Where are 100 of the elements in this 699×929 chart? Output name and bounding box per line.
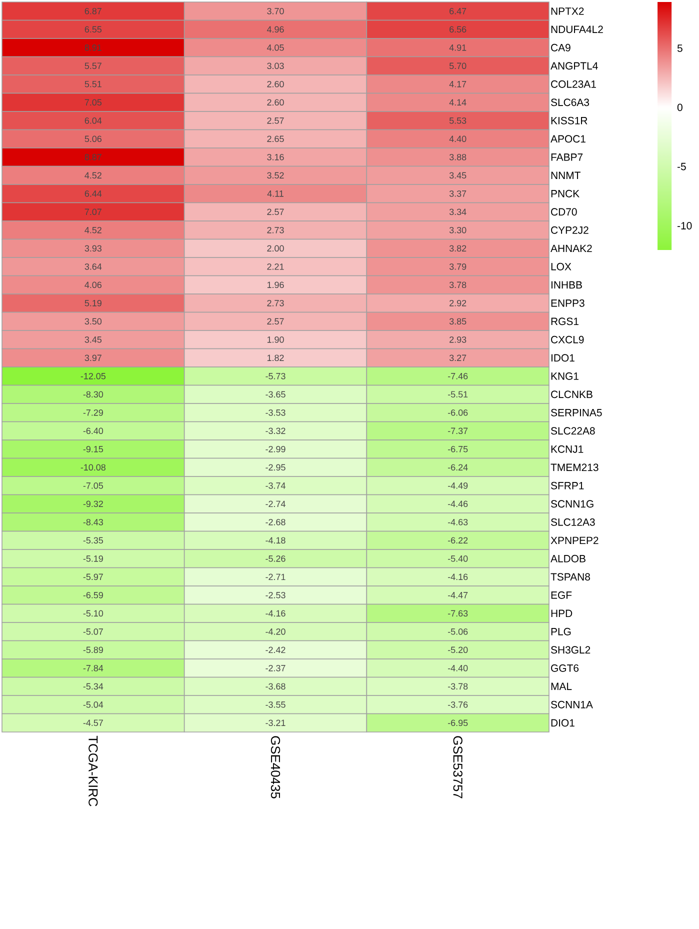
data-label: -12.05	[80, 372, 106, 380]
data-label: -5.20	[448, 646, 468, 654]
data-label: -3.74	[266, 482, 286, 489]
y-tick-label: KNG1	[551, 372, 578, 380]
data-label: 4.52	[84, 226, 102, 234]
y-tick-label: ANGPTL4	[550, 62, 598, 70]
data-label: -5.19	[83, 555, 103, 562]
data-label: -4.40	[448, 664, 468, 672]
data-label: 3.45	[84, 336, 102, 343]
data-label: -5.26	[266, 555, 286, 562]
y-tick-label: HPD	[551, 610, 572, 617]
y-tick-label: DIO1	[551, 719, 574, 727]
y-tick-label: CD70	[551, 208, 577, 216]
data-label: 3.88	[449, 154, 466, 160]
data-label: 4.11	[267, 190, 284, 197]
data-label: -2.53	[266, 592, 286, 598]
y-tick-label: SH3GL2	[550, 646, 590, 654]
data-label: -5.51	[448, 391, 468, 398]
y-tick-label: TSPAN8	[550, 573, 590, 581]
data-label: -4.16	[448, 574, 468, 580]
data-label: 1.96	[267, 282, 284, 288]
data-label: 2.60	[267, 99, 284, 106]
y-tick-label: RGS1	[551, 318, 578, 326]
y-tick-label: APOC1	[550, 135, 586, 143]
color-bar-label: -5	[678, 162, 686, 170]
data-label: 3.30	[449, 226, 466, 234]
data-label: 3.52	[267, 172, 284, 179]
y-tick-label: PNCK	[551, 190, 580, 198]
data-label: 3.97	[84, 354, 102, 362]
data-label: -10.08	[80, 464, 106, 471]
data-label: 2.57	[267, 318, 284, 325]
data-label: 2.21	[267, 263, 284, 270]
data-label: -3.55	[266, 701, 286, 708]
y-tick-label: IDO1	[551, 354, 574, 362]
data-label: -4.47	[448, 592, 468, 598]
y-tick-label: ALDOB	[550, 554, 586, 562]
data-label: 3.93	[84, 245, 102, 252]
data-label: 4.40	[449, 136, 466, 142]
data-label: -4.49	[448, 482, 468, 489]
y-tick-label: EGF	[551, 591, 572, 599]
data-label: -5.06	[448, 628, 468, 635]
data-label: 3.03	[267, 62, 284, 70]
data-label: 3.78	[449, 282, 466, 288]
data-label: -3.32	[266, 428, 286, 434]
data-label: -2.68	[266, 518, 286, 526]
y-tick-label: CA9	[551, 44, 570, 52]
y-tick-label: SCNN1A	[550, 700, 593, 708]
y-tick-label: INHBB	[551, 281, 582, 288]
y-tick-label: KISS1R	[551, 116, 588, 124]
y-tick-label: SLC6A3	[550, 98, 590, 106]
data-label: -7.05	[83, 482, 104, 489]
data-label: -9.15	[83, 446, 104, 452]
color-bar-label: -10	[678, 222, 692, 230]
y-tick-label: NDUFA4L2	[551, 26, 603, 34]
data-label: 2.92	[450, 300, 466, 306]
data-label: -4.16	[266, 610, 286, 617]
data-label: 8.91	[84, 44, 102, 51]
data-label: -4.63	[448, 518, 468, 526]
data-label: -6.59	[83, 592, 103, 598]
data-label: 6.56	[450, 26, 466, 33]
color-bar-label: 5	[677, 44, 682, 52]
data-label: 5.06	[84, 136, 102, 142]
y-tick-label: NNMT	[551, 172, 580, 179]
data-label: -6.22	[448, 537, 468, 544]
data-label: 4.91	[449, 44, 466, 51]
data-label: -7.29	[83, 409, 103, 416]
y-tick-label: NPTX2	[551, 7, 584, 15]
data-label: 7.07	[84, 208, 102, 216]
y-tick-label: FABP7	[551, 154, 583, 161]
data-label: 7.05	[84, 99, 102, 106]
data-label: -5.40	[448, 555, 468, 562]
x-tick-label: GSE53757	[453, 736, 462, 798]
data-label: 2.57	[267, 208, 284, 216]
y-tick-label: XPNPEP2	[550, 536, 598, 544]
data-label: -5.89	[83, 646, 103, 654]
data-label: 3.34	[449, 208, 466, 216]
y-tick-label: TMEM213	[550, 464, 598, 472]
data-label: 8.87	[84, 154, 102, 160]
data-label: -5.73	[266, 372, 286, 380]
data-label: -2.37	[266, 664, 286, 672]
data-label: 2.73	[267, 226, 284, 234]
data-label: 2.00	[267, 245, 284, 252]
data-label: 6.04	[84, 117, 102, 124]
data-label: 4.52	[84, 172, 102, 179]
data-label: 6.55	[84, 26, 102, 33]
y-tick-label: CYP2J2	[551, 226, 588, 234]
x-tick-label: TCGA-KIRC	[88, 736, 98, 806]
data-label: 3.85	[449, 318, 466, 325]
data-label: -3.78	[448, 683, 468, 690]
y-tick-label: SLC12A3	[550, 518, 595, 526]
data-label: -5.34	[83, 683, 104, 690]
y-tick-label: GGT6	[551, 664, 579, 672]
data-label: 3.64	[84, 263, 102, 270]
data-label: -3.76	[448, 701, 468, 708]
y-tick-label: KCNJ1	[551, 445, 584, 453]
y-tick-label: ENPP3	[551, 299, 584, 307]
data-label: -3.65	[266, 391, 286, 398]
data-label: -5.04	[83, 701, 104, 708]
data-label: -3.21	[266, 720, 286, 726]
data-label: 4.17	[449, 81, 466, 88]
